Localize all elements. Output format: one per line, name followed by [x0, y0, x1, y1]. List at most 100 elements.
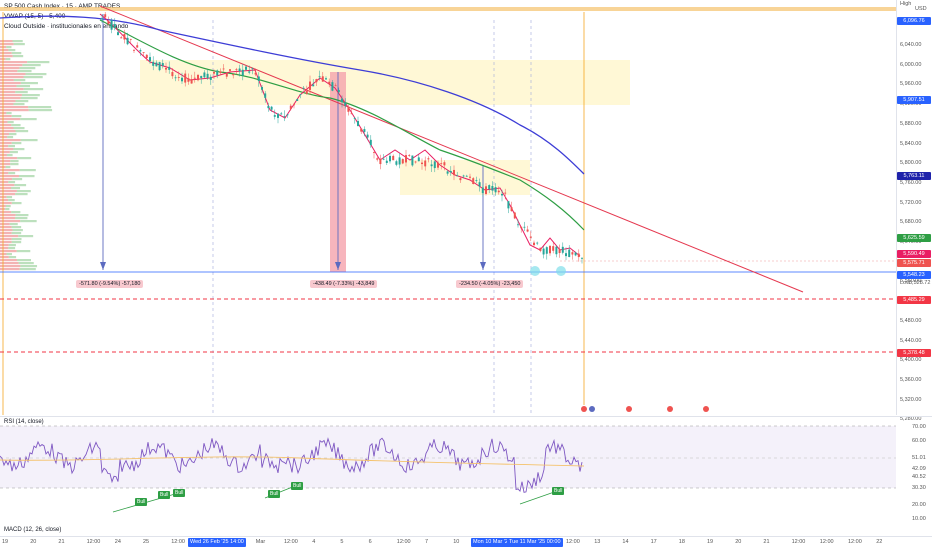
time-tick: 13: [594, 539, 601, 545]
time-tick: 12:00: [284, 539, 298, 545]
rsi-tick: 40.52: [912, 474, 926, 480]
measure-label-2: -438.49 (-7.33%) -43,849: [310, 280, 378, 288]
time-tick: 6: [368, 539, 372, 545]
price-label: 5,907.51: [897, 96, 931, 104]
price-tick: 5,640.00: [900, 239, 922, 245]
time-tick: 17: [650, 539, 657, 545]
time-tick: 18: [678, 539, 685, 545]
time-tick: 12:00: [819, 539, 834, 545]
time-tick: 21: [58, 539, 65, 545]
rsi-ma-line: [0, 456, 585, 467]
rsi-tick: 51.01: [912, 455, 926, 461]
time-tick: 22: [876, 539, 883, 545]
macd-title[interactable]: MACD (12, 26, close): [4, 527, 62, 533]
price-tick: 5,280.00: [900, 416, 922, 423]
time-tick: Mar: [255, 539, 266, 545]
time-tick: 20: [735, 539, 742, 545]
price-line: [99, 13, 581, 257]
price-tick: 5,920.00: [900, 101, 922, 108]
time-selection-start: Wed 26 Feb '25 14:00: [188, 538, 246, 547]
time-tick: 12:00: [171, 539, 185, 545]
time-selection-mid: Mon 10 Mar '25 00:00: [471, 538, 529, 547]
price-label: 5,378.48: [897, 349, 931, 357]
price-tick: 5,560.00: [900, 278, 922, 285]
price-tick: 6,040.00: [900, 42, 922, 48]
event-flag-icon[interactable]: [626, 406, 632, 412]
price-tick: 5,440.00: [900, 337, 922, 344]
low-label: Low: [900, 280, 911, 286]
bull-badge: Bull: [552, 487, 565, 495]
volume-profile: [0, 40, 53, 271]
rsi-chart[interactable]: [0, 416, 896, 524]
candlesticks: [101, 12, 583, 264]
indicator-legend[interactable]: Cloud Outside · institucionales en entra…: [4, 23, 129, 30]
time-tick: 25: [143, 539, 150, 545]
time-tick: 19: [707, 539, 714, 545]
price-tick: 5,840.00: [900, 140, 922, 147]
low-marker: [556, 266, 566, 276]
time-tick: 12:00: [396, 539, 411, 545]
trend-line: [99, 5, 804, 293]
time-tick: 14: [622, 539, 629, 545]
time-tick: 24: [114, 539, 121, 545]
time-tick: 12:00: [791, 539, 806, 545]
price-label: 5,548.23: [897, 271, 931, 279]
price-tick: 5,760.00: [900, 179, 922, 186]
price-tick: 5,880.00: [900, 120, 922, 127]
price-label: 5,485.29: [897, 296, 931, 304]
price-axis[interactable]: [896, 0, 932, 415]
price-label: 5,590.49: [897, 250, 931, 258]
price-tick: 5,680.00: [900, 219, 922, 226]
rsi-tick: 30.30: [912, 485, 926, 491]
bull-badge: Bull: [135, 498, 148, 506]
rsi-line: [0, 437, 583, 493]
price-label: 5,625.59: [897, 234, 931, 242]
rsi-tick: 42.09: [912, 466, 926, 472]
price-label: 5,763.11: [897, 172, 931, 180]
price-tick: 5,400.00: [900, 357, 922, 364]
high-band: [0, 7, 896, 11]
low-marker: [530, 266, 540, 276]
symbol-legend[interactable]: SP 500 Cash Index · 15 · AMP TRADES: [4, 3, 121, 10]
price-tick: 5,480.00: [900, 317, 922, 324]
bull-badge: Bull: [291, 482, 304, 490]
time-tick: 5: [340, 539, 344, 545]
measure-label-3: -234.50 (-4.05%) -23,450: [456, 280, 524, 288]
price-tick: 5,320.00: [900, 396, 922, 403]
time-tick: 4: [312, 539, 316, 545]
measure-label-1: -571.80 (-9.54%) -57,180: [76, 280, 144, 288]
rsi-title[interactable]: RSI (14, close): [4, 419, 44, 425]
price-tick: 5,360.00: [900, 376, 922, 383]
time-tick: 21: [763, 539, 770, 545]
time-selection-end: Tue 11 Mar '25 00:00: [507, 538, 563, 547]
price-label: 5,575.71: [897, 259, 931, 267]
sma-line: [0, 15, 585, 175]
event-flag-icon[interactable]: [581, 406, 587, 412]
rsi-tick: 20.00: [912, 502, 926, 508]
bull-badge: Bull: [158, 491, 171, 499]
supply-zone-lower: [400, 160, 530, 195]
event-flag-icon[interactable]: [667, 406, 673, 412]
high-label: High: [900, 1, 912, 7]
bull-badge: Bull: [173, 489, 186, 497]
ema-line: [99, 19, 585, 231]
price-tick: 5,960.00: [900, 81, 922, 88]
price-chart[interactable]: [0, 0, 896, 415]
time-tick: 10: [453, 539, 460, 545]
time-tick: 12:00: [566, 539, 580, 545]
bull-badge: Bull: [268, 490, 281, 498]
event-flag-icon[interactable]: [589, 406, 595, 412]
low-value: 5,528.72: [909, 280, 931, 286]
rsi-tick: 10.00: [912, 516, 926, 522]
rsi-tick: 60.00: [912, 438, 926, 444]
rsi-band: [0, 426, 896, 488]
time-tick: 12:00: [848, 539, 862, 545]
currency-label: USD: [915, 6, 927, 12]
supply-zone-upper: [140, 60, 630, 105]
time-tick: 20: [30, 539, 37, 545]
time-tick: 19: [2, 539, 9, 545]
event-flag-icon[interactable]: [703, 406, 709, 412]
price-label: 6,096.76: [897, 17, 931, 25]
rsi-tick: 70.00: [912, 424, 926, 430]
price-tick: 6,000.00: [900, 61, 922, 68]
